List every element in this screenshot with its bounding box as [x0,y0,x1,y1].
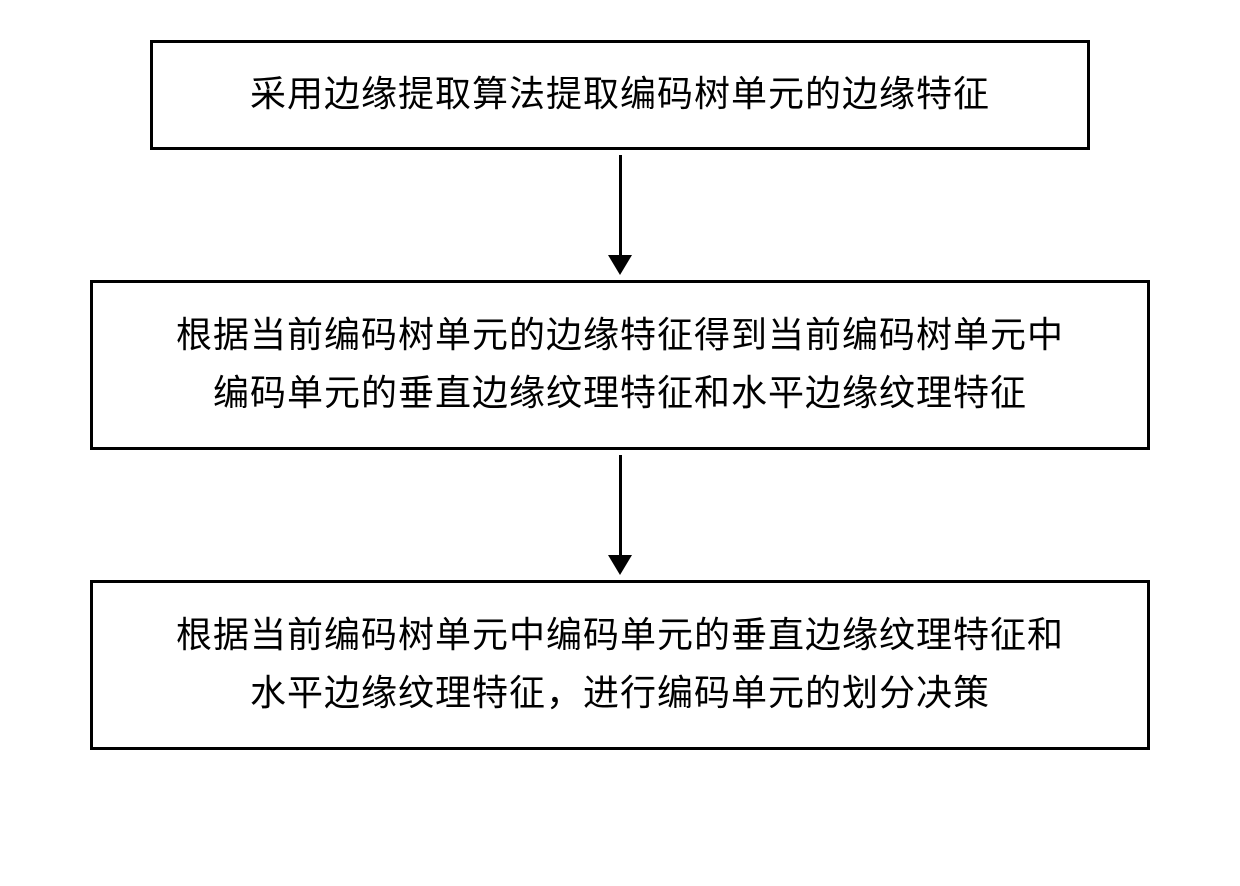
arrow-line-icon [619,455,622,555]
step-2-text-line1: 根据当前编码树单元的边缘特征得到当前编码树单元中 [176,307,1064,365]
step-1-text: 采用边缘提取算法提取编码树单元的边缘特征 [250,66,990,124]
flowchart-step-2: 根据当前编码树单元的边缘特征得到当前编码树单元中 编码单元的垂直边缘纹理特征和水… [90,280,1150,450]
step-2-text-line2: 编码单元的垂直边缘纹理特征和水平边缘纹理特征 [213,365,1027,423]
arrow-head-icon [608,255,632,275]
step-3-text-line2: 水平边缘纹理特征，进行编码单元的划分决策 [250,665,990,723]
flowchart-step-3: 根据当前编码树单元中编码单元的垂直边缘纹理特征和 水平边缘纹理特征，进行编码单元… [90,580,1150,750]
flowchart-step-1: 采用边缘提取算法提取编码树单元的边缘特征 [150,40,1090,150]
flowchart-container: 采用边缘提取算法提取编码树单元的边缘特征 根据当前编码树单元的边缘特征得到当前编… [0,40,1240,750]
step-3-text-line1: 根据当前编码树单元中编码单元的垂直边缘纹理特征和 [176,607,1064,665]
arrow-1 [608,150,632,280]
arrow-head-icon [608,555,632,575]
arrow-2 [608,450,632,580]
arrow-line-icon [619,155,622,255]
